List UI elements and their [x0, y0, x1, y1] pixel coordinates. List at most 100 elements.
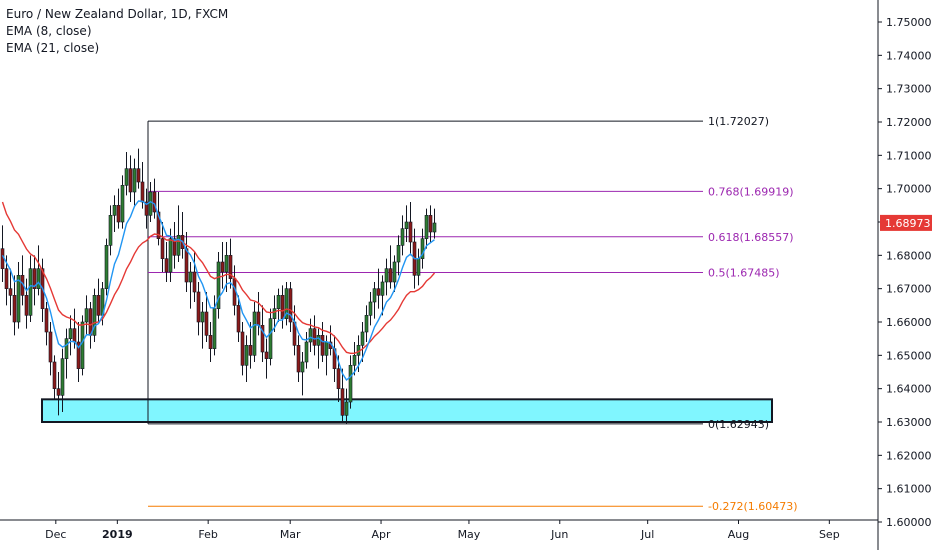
fib-level-label: 0.618(1.68557): [708, 231, 794, 244]
candle-body: [32, 268, 37, 289]
candle-body: [324, 341, 329, 356]
candle-body: [384, 268, 389, 283]
candle-body: [8, 288, 13, 296]
candle-body: [288, 288, 293, 323]
candle-body: [416, 258, 421, 276]
price-tick-label: 1.72000: [886, 116, 932, 129]
price-tick-label: 1.65000: [886, 349, 932, 362]
time-tick-label: Mar: [280, 528, 301, 541]
candle-body: [408, 221, 413, 243]
price-axis[interactable]: 1.60000 1.61000 1.62000 1.63000 1.64000 1.650…: [877, 0, 932, 550]
candle-body: [296, 345, 301, 373]
candle-body: [152, 191, 157, 213]
chart-legend: Euro / New Zealand Dollar, 1D, FXCM EMA …: [6, 6, 228, 57]
candle-body: [12, 295, 17, 323]
candle-body: [216, 261, 221, 309]
price-tick-label: 1.61000: [886, 483, 932, 496]
price-tick-label: 1.70000: [886, 183, 932, 196]
fibonacci-retracement[interactable]: 1(1.72027) 0.768(1.69919) 0.618(1.68557) 0.…: [147, 115, 798, 513]
candle-body: [352, 355, 357, 366]
symbol-title[interactable]: Euro / New Zealand Dollar, 1D, FXCM: [6, 7, 229, 21]
candle-body: [268, 318, 273, 359]
candle-body: [36, 268, 41, 289]
candle-body: [428, 215, 433, 233]
candle-body: [24, 295, 29, 316]
candle-body: [304, 341, 309, 363]
candle-body: [224, 255, 229, 273]
time-tick-label: Sep: [819, 528, 840, 541]
candle-body: [128, 168, 133, 193]
candle-body: [260, 325, 265, 353]
candle-body: [60, 358, 65, 396]
fib-level-label: 0(1.62943): [708, 418, 769, 431]
candle-body: [188, 271, 193, 283]
candle-body: [276, 295, 281, 309]
candle-body: [80, 321, 85, 369]
candle-body: [160, 238, 165, 259]
candle-body: [228, 255, 233, 279]
candle-body: [120, 185, 125, 223]
candle-body: [316, 335, 321, 346]
last-price-label: 1.68973: [885, 217, 931, 230]
candle-body: [360, 331, 365, 346]
candle-body: [248, 345, 253, 356]
price-tick-label: 1.67000: [886, 283, 932, 296]
candle-body: [144, 201, 149, 216]
candle-body: [4, 268, 9, 289]
ema-fast-label[interactable]: EMA (8, close): [6, 24, 92, 38]
candle-body: [124, 168, 129, 186]
price-tick-label: 1.73000: [886, 83, 932, 96]
candle-body: [388, 268, 393, 283]
candle-body: [204, 311, 209, 336]
candle-body: [136, 168, 141, 183]
ema-slow-label[interactable]: EMA (21, close): [6, 41, 100, 55]
candle-body: [92, 295, 97, 336]
candle-body: [68, 328, 73, 339]
candle-body: [396, 245, 401, 263]
candle-body: [376, 288, 381, 296]
candle-body: [236, 305, 241, 333]
candle-body: [404, 221, 409, 229]
candle-body: [220, 261, 225, 273]
ema-lines: [1, 200, 436, 382]
price-tick-label: 1.68000: [886, 249, 932, 262]
time-axis[interactable]: Dec 2019 Feb Mar Apr May Jun Jul Aug Sep: [0, 519, 878, 541]
time-tick-label: Feb: [198, 528, 217, 541]
candle-body: [348, 365, 353, 403]
candle-body: [44, 308, 49, 333]
candle-body: [244, 345, 249, 366]
candle-body: [280, 295, 285, 319]
candle-body: [320, 335, 325, 356]
candle-body: [364, 315, 369, 333]
candle-body: [84, 308, 89, 323]
price-tick-label: 1.63000: [886, 416, 932, 429]
candle-body: [148, 191, 153, 216]
candle-body: [208, 335, 213, 349]
candle-body: [312, 328, 317, 346]
candle-body: [336, 368, 341, 389]
candle-body: [108, 215, 113, 246]
candle-body: [368, 301, 373, 316]
support-zone-rect[interactable]: [41, 398, 773, 424]
time-tick-label: Aug: [728, 528, 749, 541]
candle-body: [176, 235, 181, 256]
price-tick-label: 1.60000: [886, 516, 932, 529]
price-tick-label: 1.75000: [886, 16, 932, 29]
ema-8-line: [1, 200, 435, 382]
candle-body: [116, 205, 121, 223]
candle-body: [256, 311, 261, 326]
candlestick-series: [0, 148, 437, 424]
fib-level-label: 1(1.72027): [708, 115, 769, 128]
candle-body: [252, 311, 257, 356]
candle-body: [164, 258, 169, 273]
candle-body: [380, 281, 385, 296]
candle-body: [52, 361, 57, 389]
time-tick-label: Dec: [45, 528, 66, 541]
candle-body: [420, 238, 425, 259]
candle-body: [196, 291, 201, 323]
candle-body: [272, 308, 277, 319]
candle-body: [308, 328, 313, 343]
candle-body: [172, 238, 177, 256]
candle-body: [72, 328, 77, 343]
